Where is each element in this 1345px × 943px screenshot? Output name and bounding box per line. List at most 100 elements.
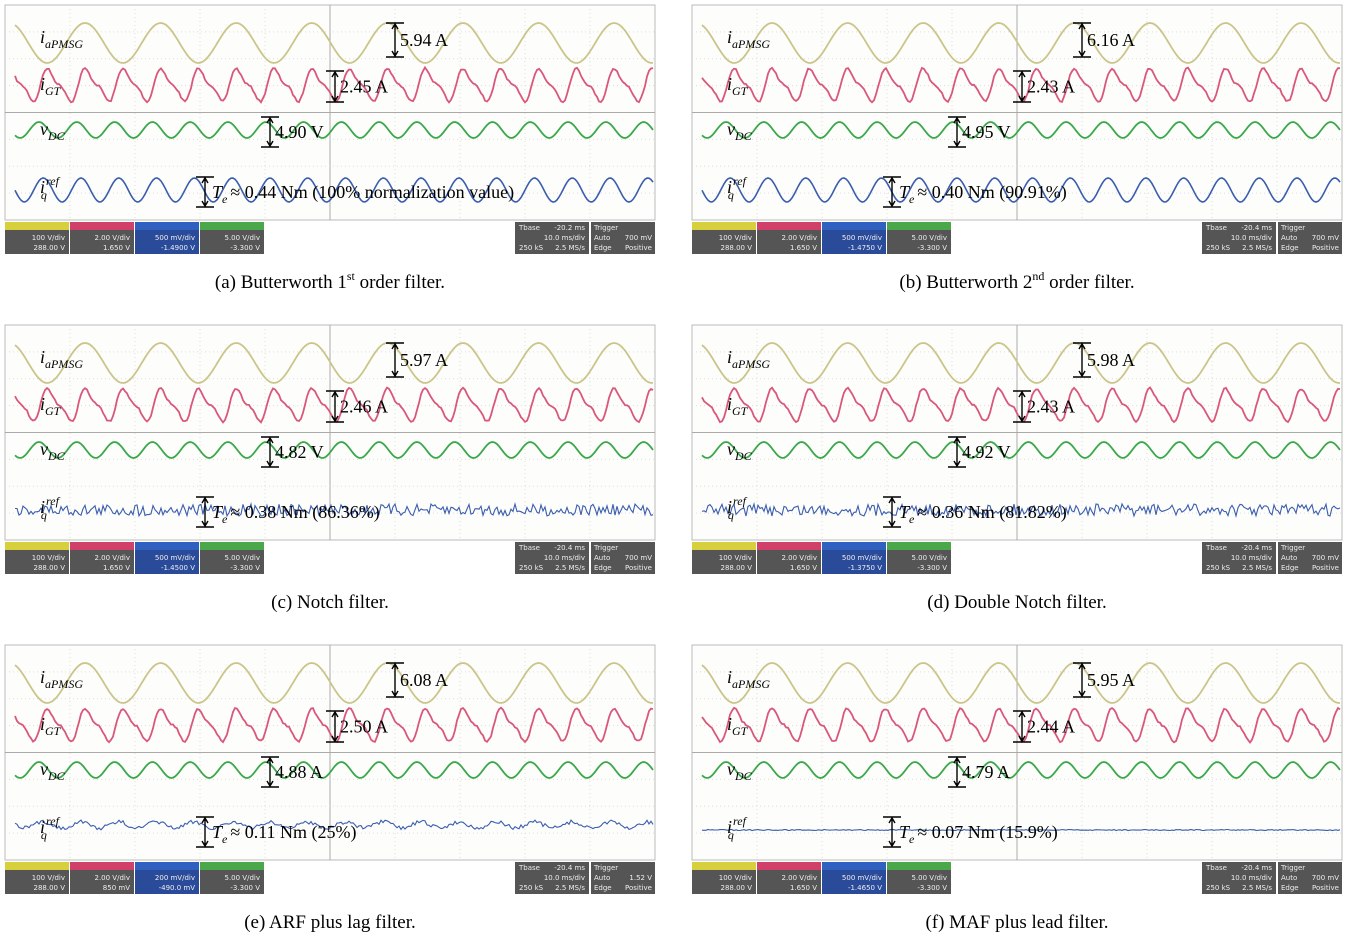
trigger-type: Edge	[594, 884, 612, 892]
status-bar: 100 V/div288.00 V2.00 V/div1.650 V500 mV…	[692, 862, 1342, 894]
channel-tag	[757, 222, 821, 230]
channel-offset: -3.300 V	[917, 244, 947, 252]
subscript: aPMSG	[732, 677, 770, 691]
subscript: e	[222, 512, 228, 526]
channel-scale: 100 V/div	[32, 554, 65, 562]
trigger-type: Edge	[1281, 244, 1299, 252]
timebase: 10.0 ms/div	[1231, 874, 1272, 882]
channel-scale: 2.00 V/div	[95, 874, 131, 882]
channel-scale: 100 V/div	[32, 234, 65, 242]
samples: 250 kS	[519, 564, 544, 572]
superscript: ref	[733, 174, 748, 188]
channel-tag	[70, 862, 134, 870]
channel-offset: 1.650 V	[790, 884, 817, 892]
tbase-value: -20.2 ms	[554, 224, 585, 232]
timebase: 10.0 ms/div	[1231, 554, 1272, 562]
tbase-value: -20.4 ms	[1241, 544, 1272, 552]
subscript: DC	[734, 129, 753, 143]
subscript: GT	[45, 724, 62, 738]
tbase-value: -20.4 ms	[554, 864, 585, 872]
torque-label: ≈ 0.36 Nm (81.82%)	[917, 502, 1066, 523]
status-bar: 100 V/div288.00 V2.00 V/div1.650 V500 mV…	[5, 222, 655, 254]
channel-scale: 5.00 V/div	[912, 234, 948, 242]
tbase-label: Tbase	[518, 224, 540, 232]
trigger-level: 1.52 V	[629, 874, 652, 882]
tbase-label: Tbase	[518, 864, 540, 872]
trigger-mode: Auto	[1281, 554, 1297, 562]
amplitude-label: 4.95 V	[962, 122, 1011, 142]
trigger-type: Edge	[1281, 884, 1299, 892]
amplitude-label: 5.98 A	[1087, 350, 1135, 370]
trigger-label: Trigger	[593, 224, 618, 232]
channel-tag	[70, 542, 134, 550]
subscript: q	[41, 508, 47, 522]
samples: 250 kS	[519, 244, 544, 252]
amplitude-label: 2.50 A	[340, 717, 388, 737]
subscript: GT	[45, 84, 62, 98]
trigger-label: Trigger	[1280, 864, 1305, 872]
status-bar: 100 V/div288.00 V2.00 V/div1.650 V500 mV…	[692, 222, 1342, 254]
rate: 2.5 MS/s	[1242, 564, 1272, 572]
amplitude-label: 2.43 A	[1027, 77, 1075, 97]
channel-offset: -1.4900 V	[161, 244, 195, 252]
channel-tag	[887, 542, 951, 550]
channel-scale: 500 mV/div	[842, 874, 882, 882]
subscript: aPMSG	[45, 677, 83, 691]
channel-offset: 1.650 V	[103, 244, 130, 252]
channel-offset: 850 mV	[103, 884, 130, 892]
trigger-mode: Auto	[594, 554, 610, 562]
channel-tag	[135, 542, 199, 550]
symbol: v	[727, 119, 735, 139]
channel-offset: 288.00 V	[720, 244, 752, 252]
channel-tag	[692, 542, 756, 550]
trigger-mode: Auto	[594, 234, 610, 242]
trigger-slope: Positive	[625, 884, 652, 892]
trigger-level: 700 mV	[625, 234, 652, 242]
channel-tag	[692, 862, 756, 870]
channel-tag	[757, 862, 821, 870]
caption-text: (c) Notch filter.	[271, 592, 389, 613]
scope-panel: iaPMSGiGTvDCirefq6.08 A2.50 A4.88 ATe≈ 0…	[5, 645, 655, 933]
rate: 2.5 MS/s	[1242, 244, 1272, 252]
caption-text: (d) Double Notch filter.	[927, 592, 1106, 613]
channel-tag	[135, 862, 199, 870]
torque-label: ≈ 0.40 Nm (90.91%)	[917, 182, 1066, 203]
channel-tag	[692, 222, 756, 230]
channel-offset: -1.4650 V	[848, 884, 882, 892]
symbol: v	[40, 119, 48, 139]
symbol: v	[40, 439, 48, 459]
caption: (d) Double Notch filter.	[927, 592, 1106, 613]
channel-offset: 288.00 V	[33, 884, 65, 892]
channel-offset: 1.650 V	[790, 244, 817, 252]
trigger-label: Trigger	[1280, 544, 1305, 552]
channel-tag	[5, 862, 69, 870]
channel-tag	[757, 542, 821, 550]
trigger-label: Trigger	[593, 544, 618, 552]
figure: iaPMSGiGTvDCirefq5.94 A2.45 A4.90 VTe≈ 0…	[0, 0, 1345, 943]
rate: 2.5 MS/s	[555, 564, 585, 572]
subscript: q	[41, 828, 47, 842]
trigger-slope: Positive	[1312, 884, 1339, 892]
channel-offset: -3.300 V	[917, 884, 947, 892]
subscript: GT	[732, 84, 749, 98]
channel-scale: 2.00 V/div	[782, 874, 818, 882]
subscript: GT	[732, 724, 749, 738]
trigger-type: Edge	[594, 244, 612, 252]
caption-text: (f) MAF plus lead filter.	[925, 912, 1108, 933]
caption-text: (b) Butterworth 2	[899, 272, 1032, 293]
subscript: DC	[734, 449, 753, 463]
amplitude-label: 2.43 A	[1027, 397, 1075, 417]
channel-scale: 2.00 V/div	[782, 234, 818, 242]
timebase: 10.0 ms/div	[544, 234, 585, 242]
subscript: DC	[47, 129, 66, 143]
samples: 250 kS	[1206, 244, 1231, 252]
channel-scale: 200 mV/div	[155, 874, 195, 882]
scope-panel: iaPMSGiGTvDCirefq5.95 A2.44 A4.79 ATe≈ 0…	[692, 645, 1342, 933]
status-bar: 100 V/div288.00 V2.00 V/div850 mV200 mV/…	[5, 862, 655, 894]
tbase-value: -20.4 ms	[1241, 864, 1272, 872]
channel-offset: -3.300 V	[230, 884, 260, 892]
channel-tag	[887, 862, 951, 870]
channel-scale: 500 mV/div	[842, 554, 882, 562]
channel-tag	[822, 542, 886, 550]
caption: (e) ARF plus lag filter.	[244, 912, 416, 933]
